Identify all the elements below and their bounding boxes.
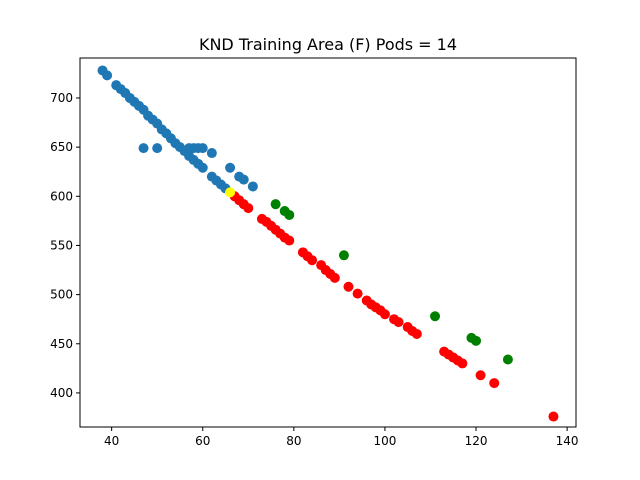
y-tick-label-4: 600	[50, 189, 73, 203]
x-tick-label-3: 100	[373, 434, 396, 448]
x-tick-label-2: 80	[286, 434, 301, 448]
data-point-s2-3	[243, 203, 254, 214]
data-point-s2-24	[379, 309, 390, 320]
data-point-s0-33	[225, 162, 236, 173]
data-point-s2-36	[489, 378, 500, 389]
data-point-s1-6	[471, 335, 482, 346]
y-tick-label-1: 450	[50, 337, 73, 351]
x-tick-label-0: 40	[104, 434, 119, 448]
x-tick-label-4: 120	[465, 434, 488, 448]
y-tick-label-6: 700	[50, 91, 73, 105]
y-tick-label-0: 400	[50, 386, 73, 400]
data-point-s1-3	[338, 250, 349, 261]
data-point-s0-31	[138, 143, 149, 154]
y-tick-label-2: 500	[50, 288, 73, 302]
data-point-s2-13	[307, 255, 318, 266]
data-point-s0-32	[152, 143, 163, 154]
chart-title: KND Training Area (F) Pods = 14	[199, 35, 457, 54]
plot-frame	[79, 57, 577, 428]
data-point-s2-37	[548, 411, 559, 422]
x-axis: 40 60 80 100 120 140	[104, 427, 579, 448]
data-point-s0-21	[197, 162, 208, 173]
data-point-s1-2	[284, 209, 295, 220]
data-point-s0-35	[238, 174, 249, 185]
data-point-s1-7	[502, 354, 513, 365]
data-point-s2-34	[457, 358, 468, 369]
data-point-s2-26	[393, 317, 404, 328]
x-tick-label-5: 140	[556, 434, 579, 448]
data-point-s2-10	[284, 235, 295, 246]
data-point-s1-0	[270, 199, 281, 210]
data-point-s2-19	[352, 288, 363, 299]
data-point-s0-29	[197, 143, 208, 154]
y-axis: 400 450 500 550 600 650 700	[50, 91, 80, 400]
data-point-s1-4	[430, 311, 441, 322]
data-point-s2-18	[343, 281, 354, 292]
data-point-s0-36	[247, 181, 258, 192]
data-points	[97, 65, 559, 422]
y-tick-label-3: 550	[50, 238, 73, 252]
y-tick-label-5: 650	[50, 140, 73, 154]
data-point-s2-17	[329, 272, 340, 283]
data-point-s3-0	[225, 187, 236, 198]
data-point-s2-29	[411, 328, 422, 339]
x-tick-label-1: 60	[195, 434, 210, 448]
data-point-s0-1	[102, 70, 113, 81]
data-point-s2-35	[475, 370, 486, 381]
data-point-s0-30	[206, 148, 217, 159]
